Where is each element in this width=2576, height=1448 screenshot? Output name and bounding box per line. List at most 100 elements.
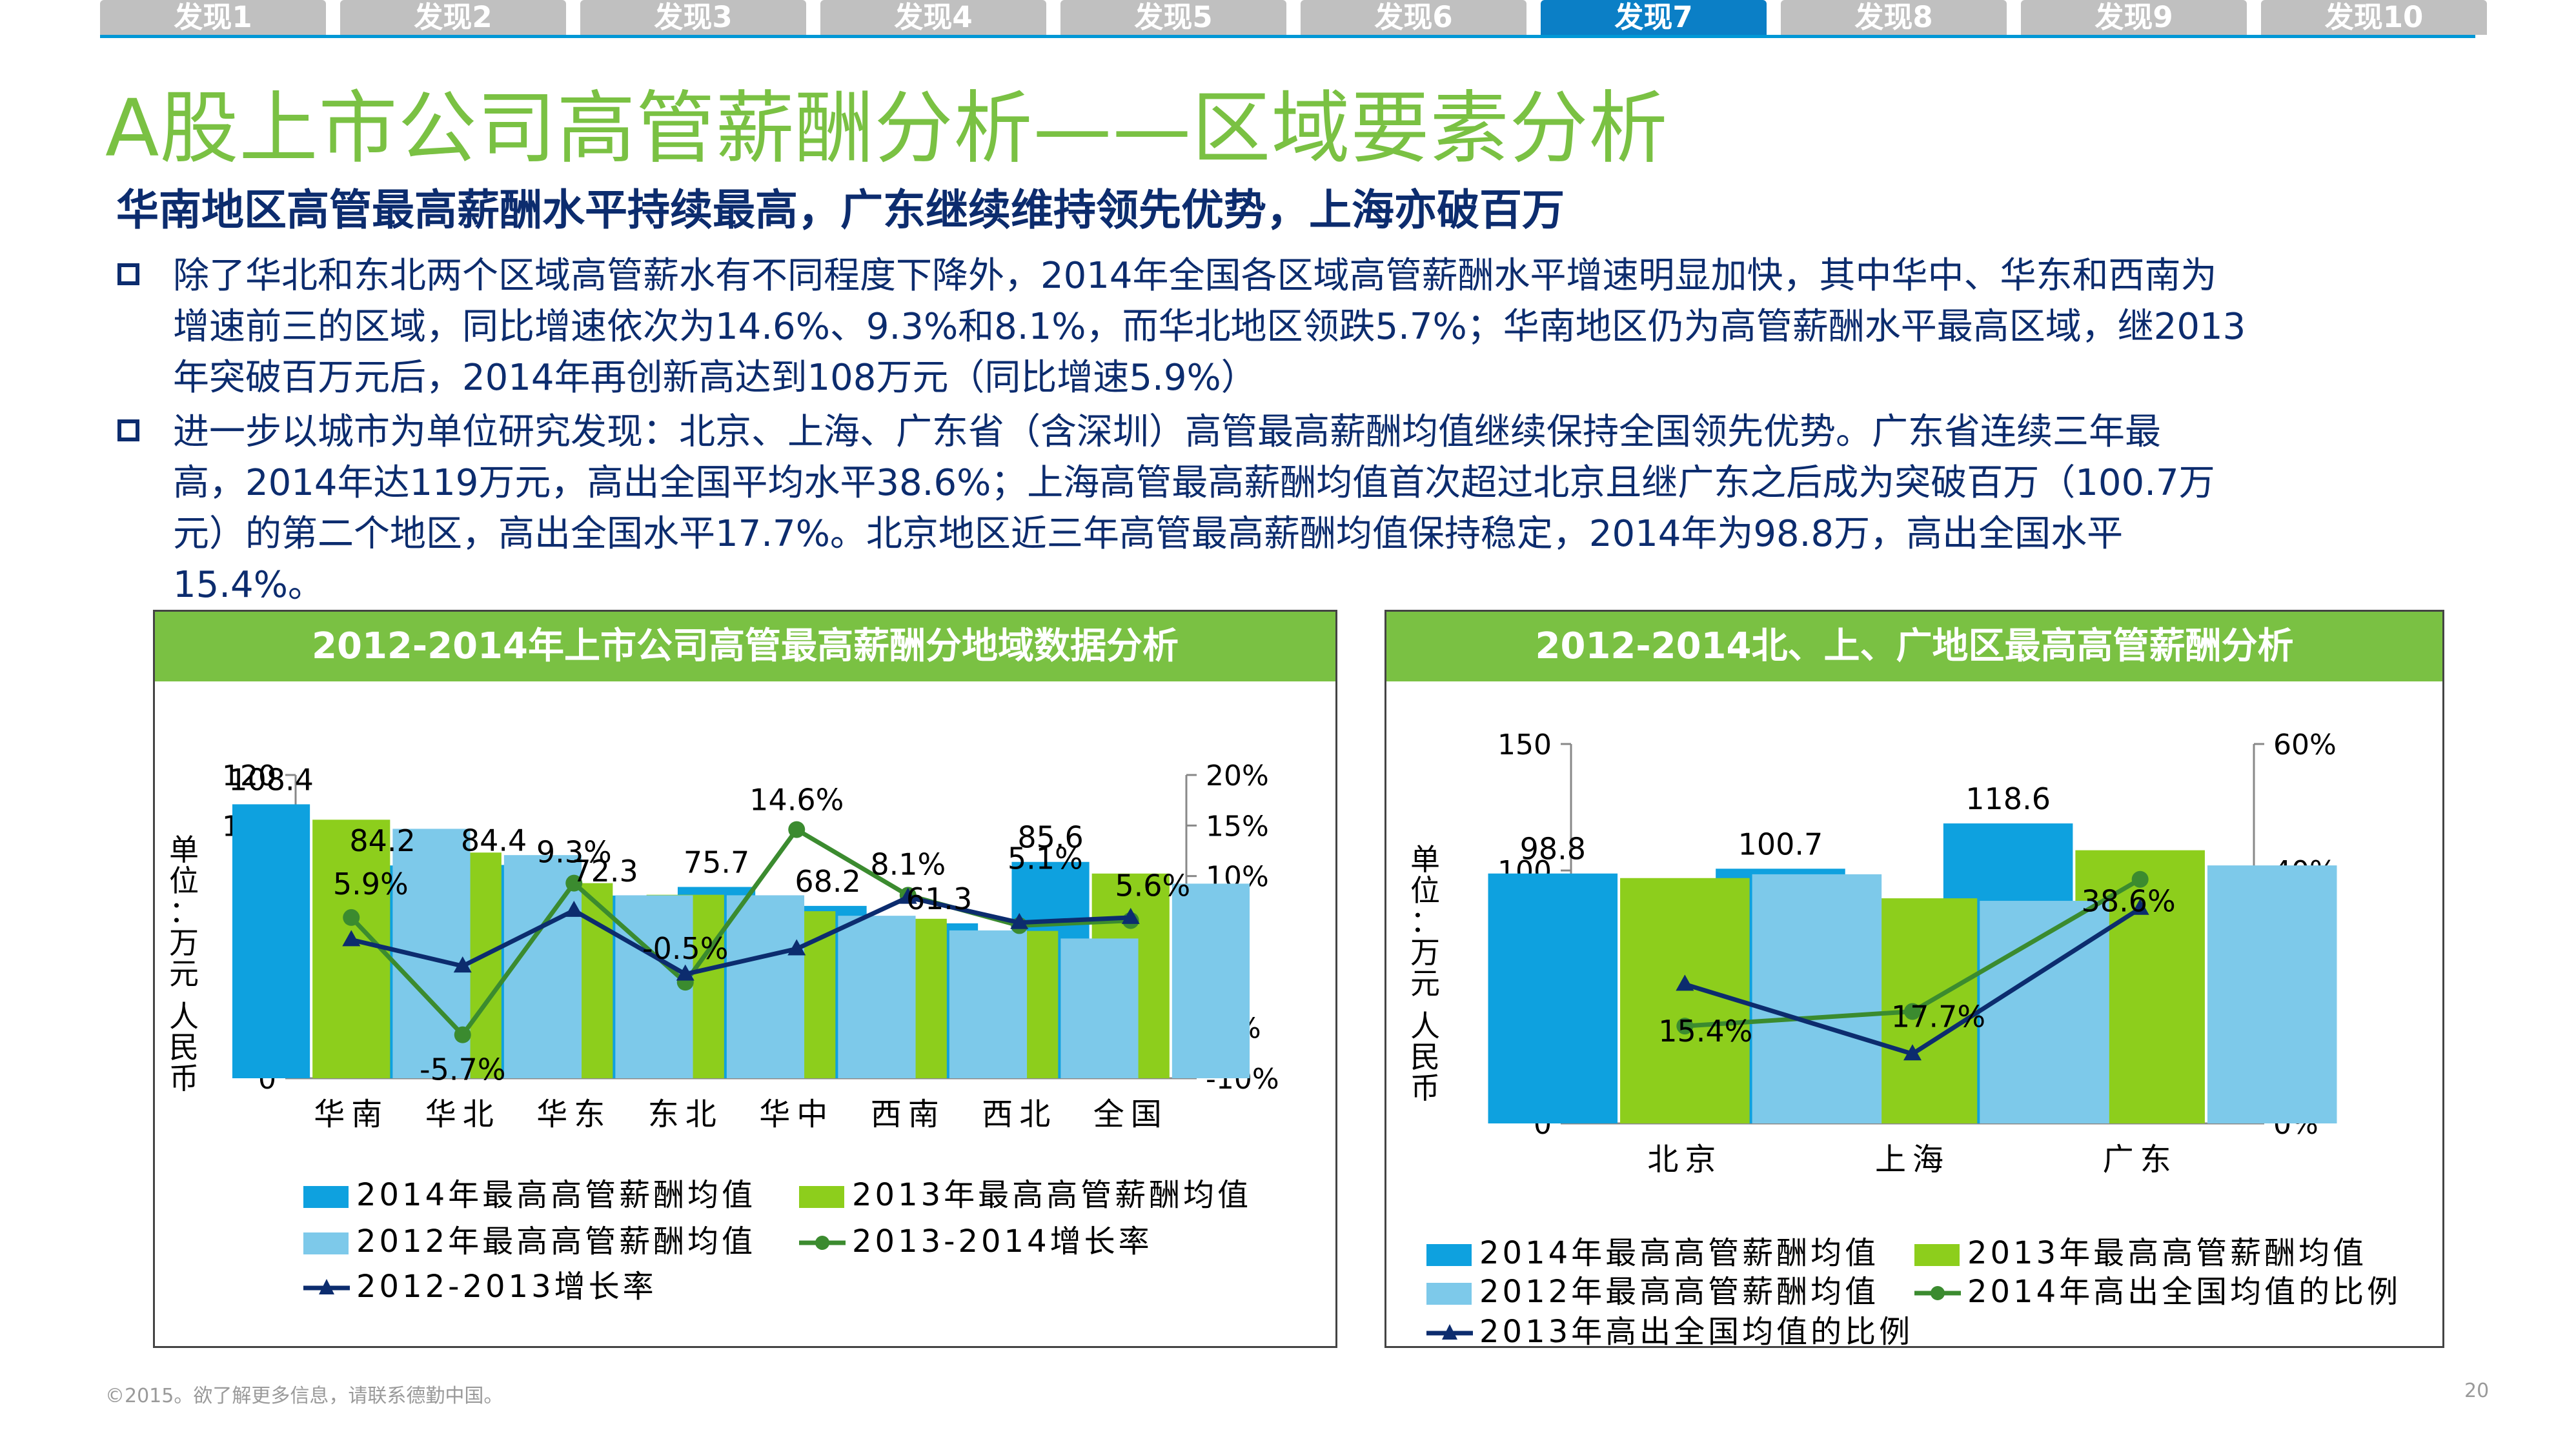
tab-5[interactable]: 发现5 — [1060, 0, 1286, 35]
y-axis-label-char: 币 — [169, 1061, 199, 1096]
bar-value-label: 85.6 — [1017, 820, 1083, 855]
city-chart-panel: 2012-2014北、上、广地区最高高管薪酬分析 0501001500%20%4… — [1384, 610, 2444, 1348]
line-2-marker — [1676, 974, 1694, 991]
legend-label-3: 2012年最高高管薪酬均值 — [1479, 1274, 1879, 1310]
category-label: 东北 — [648, 1096, 723, 1132]
legend-swatch-1 — [1426, 1244, 1472, 1266]
y-axis-label-char: 万 — [169, 925, 199, 960]
line-2-marker — [787, 939, 806, 956]
checkbox-bullet-icon — [117, 263, 139, 285]
y-axis-label-char: 元 — [169, 956, 199, 991]
category-label: 华北 — [425, 1096, 500, 1132]
legend-marker — [1442, 1324, 1457, 1340]
legend-marker — [815, 1236, 829, 1250]
bullet-2-line-3: 元）的第二个地区，高出全国水平17.7%。北京地区近三年高管最高薪酬均值保持稳定… — [173, 513, 2124, 555]
bullet-2-line-4: 15.4%。 — [173, 564, 324, 606]
regional-chart-panel: 2012-2014年上市公司高管最高薪酬分地域数据分析 020406080100… — [153, 610, 1337, 1348]
category-label: 华东 — [536, 1096, 611, 1132]
bar-value-label: 84.4 — [461, 823, 527, 858]
legend-swatch-1 — [303, 1186, 349, 1208]
legend-label-4: 2013-2014增长率 — [852, 1223, 1153, 1260]
tab-10[interactable]: 发现10 — [2261, 0, 2487, 35]
y-axis-label-char: 位 — [1410, 873, 1440, 908]
footer-copyright: ©2015。欲了解更多信息，请联系德勤中国。 — [105, 1385, 503, 1407]
category-label: 上海 — [1875, 1141, 1950, 1178]
bar-value-label: 61.3 — [906, 881, 972, 916]
bullet-2-line-2: 高，2014年达119万元，高出全国平均水平38.6%；上海高管最高薪酬均值首次… — [173, 462, 2215, 504]
city-chart: 0501001500%20%40%60%单位：万元人民币北京上海广东98.810… — [1410, 729, 2401, 1346]
line-value-label: 8.1% — [870, 847, 946, 881]
line-1-marker — [788, 821, 806, 838]
y-axis-label-char: 万 — [1410, 935, 1440, 970]
category-label: 西南 — [871, 1096, 946, 1132]
line-1-marker — [1676, 1018, 1694, 1035]
tab-2[interactable]: 发现2 — [340, 0, 566, 35]
line-2-marker — [676, 964, 695, 981]
line-value-label: 5.6% — [1115, 869, 1190, 903]
bullet-2-line-1: 进一步以城市为单位研究发现：北京、上海、广东省（含深圳）高管最高薪酬均值继续保持… — [173, 411, 2161, 453]
legend-marker — [1931, 1286, 1945, 1300]
tab-3[interactable]: 发现3 — [580, 0, 806, 35]
tab-9[interactable]: 发现9 — [2021, 0, 2247, 35]
tab-1[interactable]: 发现1 — [100, 0, 326, 35]
section-tabs: 发现1 发现2 发现3 发现4 发现5 发现6 发现7 发现8 发现9 发现10 — [100, 0, 2487, 38]
line-value-label: 15.4% — [1658, 1014, 1752, 1049]
bar-3-广东 — [2207, 865, 2337, 1123]
bar-value-label: 118.6 — [1965, 781, 2051, 816]
legend-swatch-3 — [303, 1232, 349, 1254]
legend-swatch-3 — [1426, 1283, 1472, 1305]
legend-swatch-2 — [799, 1186, 844, 1208]
legend-swatch-2 — [1914, 1244, 1960, 1266]
city-chart-title: 2012-2014北、上、广地区最高高管薪酬分析 — [1386, 612, 2442, 681]
line-1-marker — [1904, 1003, 1921, 1020]
y2-tick-label: 60% — [2273, 729, 2337, 761]
bar-value-label: 100.7 — [1738, 827, 1823, 861]
bar-1-北京 — [1488, 873, 1618, 1123]
tab-8[interactable]: 发现8 — [1781, 0, 2007, 35]
y-tick-label: 120 — [222, 759, 276, 792]
bar-3-上海 — [1980, 901, 2109, 1123]
line-2-marker — [565, 900, 583, 917]
category-label: 西北 — [982, 1096, 1057, 1132]
line-value-label: 9.3% — [536, 835, 612, 870]
legend-label-2: 2013年最高高管薪酬均值 — [1967, 1235, 2367, 1271]
bar-3-西南 — [949, 930, 1028, 1078]
bar-value-label: 108.4 — [228, 762, 314, 797]
y2-tick-label: 15% — [1206, 810, 1269, 843]
bullet-1-line-2: 增速前三的区域，同比增速依次为14.6%、9.3%和8.1%，而华北地区领跌5.… — [173, 306, 2246, 348]
tab-7[interactable]: 发现7 — [1541, 0, 1767, 35]
y-axis-label-char: 人 — [1410, 1009, 1440, 1043]
legend-label-1: 2014年最高高管薪酬均值 — [356, 1177, 756, 1213]
line-value-label: -5.7% — [420, 1052, 505, 1087]
y-axis-label-char: 人 — [169, 999, 199, 1034]
legend-label-2: 2013年最高高管薪酬均值 — [852, 1177, 1252, 1213]
line-value-label: 38.6% — [2082, 884, 2176, 919]
regional-chart-title: 2012-2014年上市公司高管最高薪酬分地域数据分析 — [155, 612, 1335, 681]
line-2-marker — [1010, 912, 1029, 929]
line-2-marker — [453, 956, 472, 973]
category-label: 全国 — [1093, 1096, 1168, 1132]
page-subtitle: 华南地区高管最高薪酬水平持续最高，广东继续维持领先优势，上海亦破百万 — [116, 185, 1565, 235]
legend-label-5: 2012-2013增长率 — [356, 1269, 657, 1305]
bar-value-label: 72.3 — [572, 854, 638, 889]
tab-6[interactable]: 发现6 — [1301, 0, 1526, 35]
bar-3-华中 — [838, 916, 916, 1078]
line-2-marker — [1903, 1044, 1922, 1061]
y-axis-label-char: 单 — [169, 832, 199, 867]
bar-3-北京 — [1752, 874, 1882, 1123]
y-axis-label-char: ： — [1410, 904, 1440, 939]
bar-2-华南 — [312, 820, 390, 1078]
y-axis-label-char: 位 — [169, 863, 199, 898]
line-2-marker — [342, 930, 361, 947]
bar-value-label: 98.8 — [1520, 832, 1586, 867]
bar-3-全国 — [1171, 883, 1250, 1078]
legend-label-4: 2014年高出全国均值的比例 — [1967, 1274, 2401, 1310]
legend-label-3: 2012年最高高管薪酬均值 — [356, 1223, 756, 1260]
y2-tick-label: 20% — [1206, 759, 1269, 792]
bullet-2: 进一步以城市为单位研究发现：北京、上海、广东省（含深圳）高管最高薪酬均值继续保持… — [117, 407, 2467, 610]
y-axis-label-char: ： — [169, 894, 199, 929]
page-title: A股上市公司高管薪酬分析——区域要素分析 — [105, 83, 1668, 174]
y-axis-label-char: 民 — [1410, 1040, 1440, 1074]
bar-1-华南 — [232, 804, 310, 1078]
tab-4[interactable]: 发现4 — [820, 0, 1046, 35]
